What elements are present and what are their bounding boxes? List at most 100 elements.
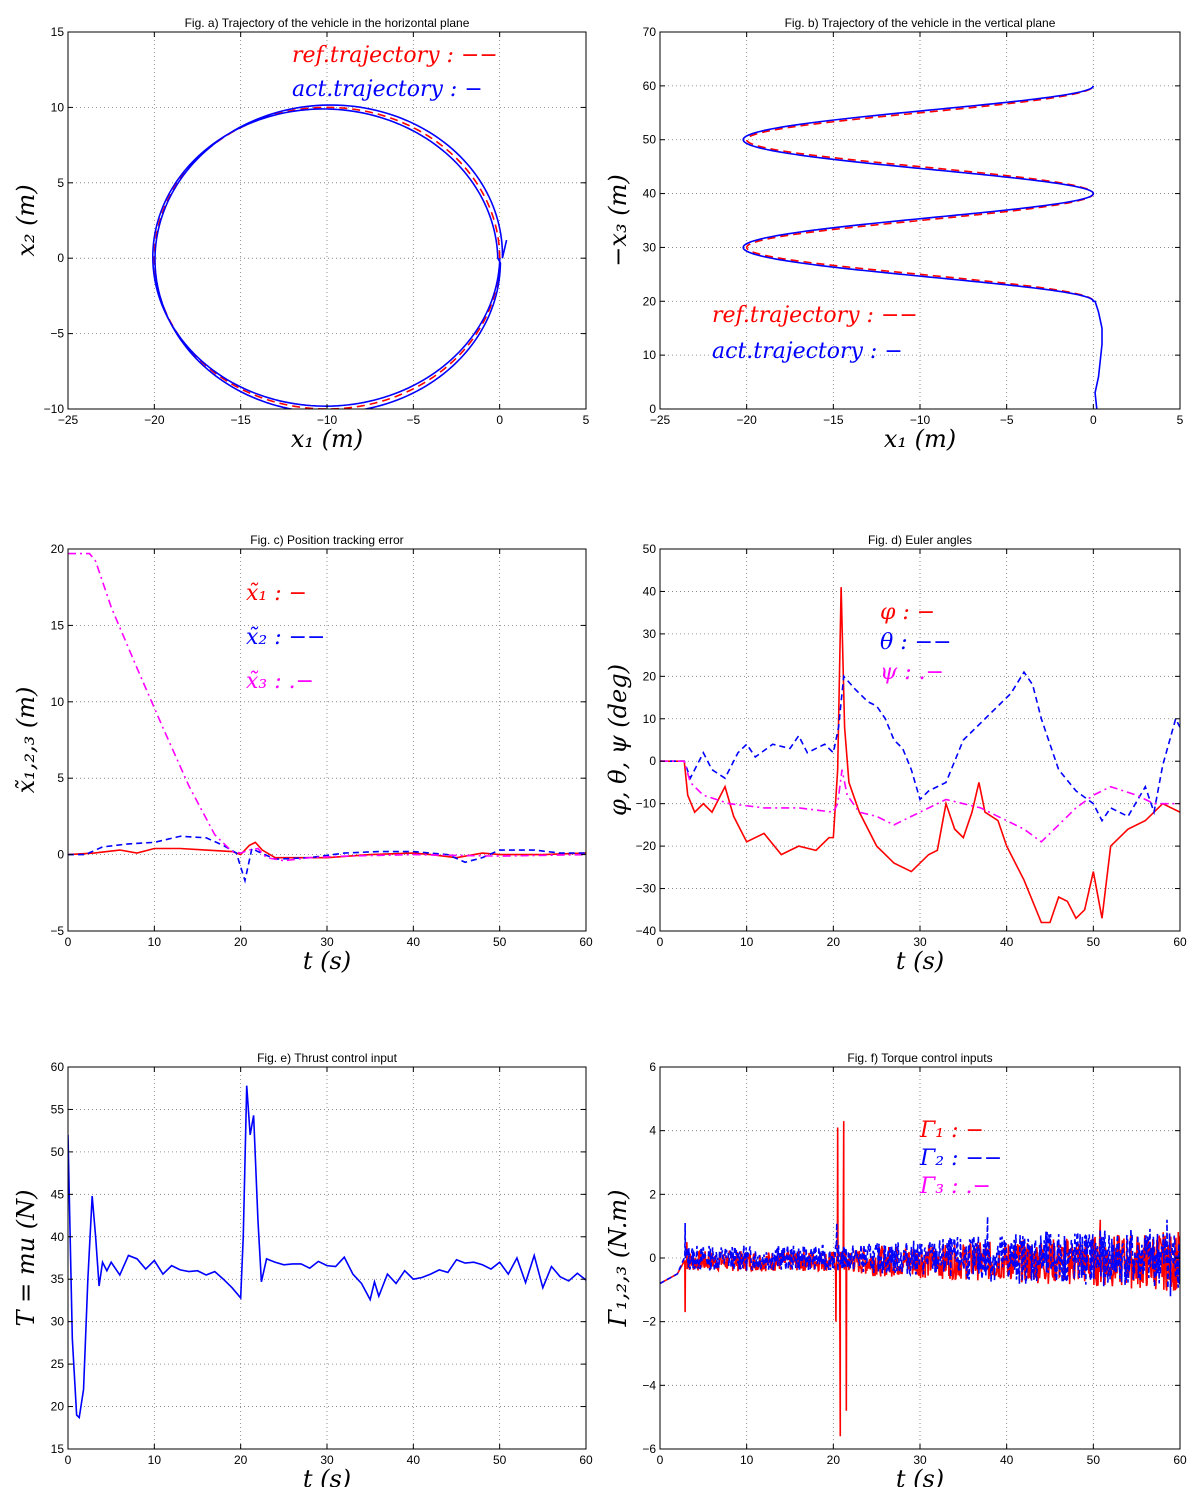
chart-title: Fig. f) Torque control inputs xyxy=(847,1051,992,1065)
y-tick-label: 5 xyxy=(57,176,64,190)
chart-title: Fig. e) Thrust control input xyxy=(257,1051,398,1065)
x-tick-label: 40 xyxy=(407,1453,421,1467)
series-line xyxy=(68,1085,586,1420)
series-line xyxy=(68,552,586,862)
y-tick-label: −5 xyxy=(50,327,64,341)
y-tick-label: 0 xyxy=(649,402,656,416)
y-tick-label: 35 xyxy=(51,1272,65,1286)
legend-entry: Γ₃ : .− xyxy=(919,1174,991,1199)
chart-title: Fig. d) Euler angles xyxy=(868,533,972,547)
y-tick-label: 15 xyxy=(51,1442,65,1456)
y-tick-label: 25 xyxy=(51,1357,65,1371)
y-tick-label: 2 xyxy=(649,1187,656,1201)
x-tick-label: 5 xyxy=(583,413,590,427)
y-tick-label: −40 xyxy=(636,924,657,938)
y-tick-label: 20 xyxy=(51,542,65,556)
x-axis-label: t (s) xyxy=(303,947,351,975)
y-tick-label: −10 xyxy=(636,797,657,811)
x-tick-label: 60 xyxy=(1173,935,1187,949)
y-tick-label: 5 xyxy=(57,771,64,785)
x-tick-label: 30 xyxy=(320,935,334,949)
y-tick-label: 15 xyxy=(51,618,65,632)
y-tick-label: 15 xyxy=(51,25,65,39)
x-tick-label: 60 xyxy=(579,1453,593,1467)
legend-entry: act.trajectory : − xyxy=(712,339,903,364)
x-axis-label: x₁ (m) xyxy=(291,425,363,453)
x-tick-label: 10 xyxy=(148,1453,162,1467)
legend-entry: θ : −− xyxy=(880,630,952,655)
chart-title: Fig. c) Position tracking error xyxy=(250,533,403,547)
x-tick-label: −10 xyxy=(910,413,931,427)
y-tick-label: 0 xyxy=(57,251,64,265)
x-axis-label: t (s) xyxy=(896,1465,944,1487)
y-tick-label: 60 xyxy=(643,79,657,93)
x-tick-label: 0 xyxy=(657,1453,664,1467)
series-line xyxy=(742,85,1103,409)
x-tick-label: 50 xyxy=(493,1453,507,1467)
x-tick-label: −10 xyxy=(317,413,338,427)
y-axis-label: T = mu (N) xyxy=(12,1190,40,1327)
legend-entry: Γ₂ : −− xyxy=(919,1146,1002,1171)
legend-entry: act.trajectory : − xyxy=(292,77,483,102)
y-axis-label: Γ₁,₂,₃ (N.m) xyxy=(604,1190,632,1328)
x-tick-label: 10 xyxy=(740,1453,754,1467)
y-axis-label: x̃₁,₂,₃ (m) xyxy=(12,687,40,794)
chart-title: Fig. a) Trajectory of the vehicle in the… xyxy=(185,16,470,30)
x-tick-label: 60 xyxy=(1173,1453,1187,1467)
x-tick-label: 50 xyxy=(1087,1453,1101,1467)
y-tick-label: 6 xyxy=(649,1060,656,1074)
x-axis-label: t (s) xyxy=(303,1465,351,1487)
y-tick-label: 50 xyxy=(643,542,657,556)
y-tick-label: 30 xyxy=(51,1315,65,1329)
x-tick-label: 30 xyxy=(320,1453,334,1467)
x-tick-label: 20 xyxy=(234,1453,248,1467)
y-tick-label: 50 xyxy=(643,133,657,147)
x-tick-label: 60 xyxy=(579,935,593,949)
x-tick-label: 5 xyxy=(1177,413,1184,427)
y-tick-label: 10 xyxy=(643,348,657,362)
y-tick-label: −4 xyxy=(642,1378,656,1392)
x-tick-label: 40 xyxy=(1000,1453,1014,1467)
legend-entry: Γ₁ : − xyxy=(919,1118,984,1143)
y-tick-label: 20 xyxy=(643,669,657,683)
x-axis-label: t (s) xyxy=(896,947,944,975)
x-tick-label: 20 xyxy=(827,935,841,949)
y-tick-label: 40 xyxy=(643,187,657,201)
x-tick-label: 30 xyxy=(913,935,927,949)
y-tick-label: 10 xyxy=(51,100,65,114)
x-tick-label: 10 xyxy=(148,935,162,949)
x-tick-label: −25 xyxy=(58,413,79,427)
series-line xyxy=(660,760,1180,843)
x-tick-label: −5 xyxy=(406,413,420,427)
x-tick-label: −15 xyxy=(823,413,844,427)
x-tick-label: 50 xyxy=(493,935,507,949)
legend-entry: x̃₃ : .− xyxy=(246,669,314,694)
legend-entry: x̃₁ : − xyxy=(246,581,307,606)
x-tick-label: 20 xyxy=(234,935,248,949)
series-line xyxy=(152,104,508,409)
chart-e: Fig. e) Thrust control input 0 10 20 30 40 50 6… xyxy=(12,1051,593,1487)
series-line xyxy=(660,1216,1180,1297)
x-tick-label: 40 xyxy=(1000,935,1014,949)
y-tick-label: −10 xyxy=(44,402,65,416)
x-tick-label: 0 xyxy=(1090,413,1097,427)
legend-entry: x̃₂ : −− xyxy=(246,625,326,650)
y-tick-label: 0 xyxy=(57,848,64,862)
chart-c: Fig. c) Position tracking error 0 10 20 30 40… xyxy=(12,533,593,975)
y-tick-label: 40 xyxy=(643,584,657,598)
legend-entry: ψ : .− xyxy=(880,660,944,685)
y-tick-label: −2 xyxy=(642,1315,656,1329)
y-tick-label: 20 xyxy=(51,1400,65,1414)
x-tick-label: −20 xyxy=(144,413,165,427)
x-tick-label: 30 xyxy=(913,1453,927,1467)
y-tick-label: 40 xyxy=(51,1230,65,1244)
y-tick-label: −6 xyxy=(642,1442,656,1456)
x-tick-label: −5 xyxy=(1000,413,1014,427)
chart-title: Fig. b) Trajectory of the vehicle in the… xyxy=(785,16,1056,30)
legend-entry: ref.trajectory : −− xyxy=(292,43,498,68)
y-tick-label: 10 xyxy=(51,695,65,709)
y-tick-label: −20 xyxy=(636,839,657,853)
legend-entry: ref.trajectory : −− xyxy=(712,303,918,328)
y-tick-label: −30 xyxy=(636,882,657,896)
